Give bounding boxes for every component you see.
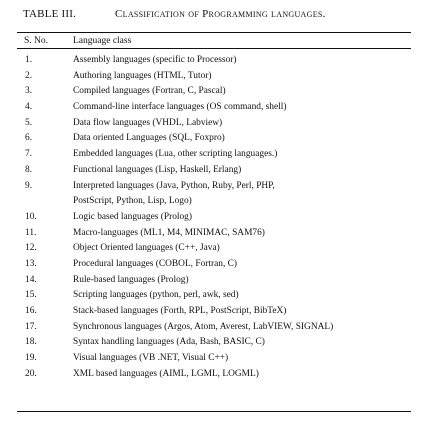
table-row: 7. Embedded languages (Lua, other scripti… xyxy=(0,147,431,163)
row-serial-number: 18. xyxy=(25,337,37,348)
header-serial-number: S. No. xyxy=(23,36,49,46)
row-language-class: Data flow languages (VHDL, Labview) xyxy=(73,117,223,128)
table-row: 18. Syntax handling languages (Ada, Bash,… xyxy=(0,335,431,351)
table-row: 11. Macro-languages (ML1, M4, MINIMAC, SA… xyxy=(0,226,431,242)
row-serial-number: 19. xyxy=(25,353,37,364)
table-row: 16. Stack-based languages (Forth, RPL, Po… xyxy=(0,304,431,320)
table-row: 17. Synchronous languages (Argos, Atom, A… xyxy=(0,320,431,336)
table-row: 12. Object Oriented languages (C++, Java) xyxy=(0,241,431,257)
row-language-class: Interpreted languages (Java, Python, Rub… xyxy=(73,180,275,191)
table-row: 9. Interpreted languages (Java, Python, R… xyxy=(0,179,431,210)
row-serial-number: 12. xyxy=(25,243,37,254)
row-serial-number: 2. xyxy=(25,70,33,81)
row-serial-number: 17. xyxy=(25,321,37,332)
table-row: 10. Logic based languages (Prolog) xyxy=(0,210,431,226)
row-serial-number: 5. xyxy=(25,117,33,128)
row-serial-number: 20. xyxy=(25,368,37,379)
table-row: 3. Compiled languages (Fortran, C, Pascal… xyxy=(0,84,431,100)
row-language-class: Procedural languages (COBOL, Fortran, C) xyxy=(73,258,238,269)
row-language-class: Rule-based languages (Prolog) xyxy=(73,274,189,285)
table-row: 20. XML based languages (AIML, LGML, LOGM… xyxy=(0,367,431,383)
table-row: 4. Command-line interface languages (OS c… xyxy=(0,100,431,116)
row-language-class: Logic based languages (Prolog) xyxy=(73,211,192,222)
table-body: 1. Assembly languages (specific to Proces… xyxy=(0,53,431,382)
row-language-class: Authoring languages (HTML, Tutor) xyxy=(73,70,212,81)
table-row: 15. Scripting languages (python, perl, aw… xyxy=(0,288,431,304)
row-language-class: Visual languages (VB .NET, Visual C++) xyxy=(73,353,229,364)
row-serial-number: 7. xyxy=(25,149,33,160)
table-row: 19. Visual languages (VB .NET, Visual C++… xyxy=(0,351,431,367)
table-row: 5. Data flow languages (VHDL, Labview) xyxy=(0,116,431,132)
row-language-class: Macro-languages (ML1, M4, MINIMAC, SAM76… xyxy=(73,227,265,238)
table-top-rule xyxy=(17,32,411,34)
row-serial-number: 9. xyxy=(25,180,33,191)
table-row: 8. Functional languages (Lisp, Haskell, E… xyxy=(0,163,431,179)
row-serial-number: 16. xyxy=(25,306,37,317)
table-header-row: S. No. Language class xyxy=(0,34,431,48)
header-language-class: Language class xyxy=(73,36,132,46)
row-language-class: Syntax handling languages (Ada, Bash, BA… xyxy=(73,337,265,348)
row-serial-number: 15. xyxy=(25,290,37,301)
table-caption: TABLE III. Classification of Programming … xyxy=(23,8,326,21)
row-language-class: Object Oriented languages (C++, Java) xyxy=(73,243,220,254)
table-bottom-rule xyxy=(17,411,411,413)
row-language-class: Stack-based languages (Forth, RPL, PostS… xyxy=(73,306,287,317)
row-serial-number: 6. xyxy=(25,133,33,144)
row-serial-number: 11. xyxy=(25,227,37,238)
table-title: Classification of Programming languages. xyxy=(115,8,326,20)
row-language-class: Command-line interface languages (OS com… xyxy=(73,102,287,113)
row-language-class: Functional languages (Lisp, Haskell, Erl… xyxy=(73,164,242,175)
row-language-class: Compiled languages (Fortran, C, Pascal) xyxy=(73,86,226,97)
row-serial-number: 13. xyxy=(25,258,37,269)
row-language-class: Synchronous languages (Argos, Atom, Aver… xyxy=(73,321,334,332)
row-serial-number: 3. xyxy=(25,86,33,97)
row-language-class: Scripting languages (python, perl, awk, … xyxy=(73,290,239,301)
row-language-class-continuation: PostScript, Python, Lisp, Logo) xyxy=(73,196,192,207)
table-row: 14. Rule-based languages (Prolog) xyxy=(0,273,431,289)
row-serial-number: 4. xyxy=(25,102,33,113)
table-row: 6. Data oriented Languages (SQL, Foxpro) xyxy=(0,131,431,147)
table-label: TABLE III. xyxy=(23,8,77,20)
row-language-class: Data oriented Languages (SQL, Foxpro) xyxy=(73,133,225,144)
row-language-class: Assembly languages (specific to Processo… xyxy=(73,55,237,65)
row-serial-number: 1. xyxy=(25,55,33,65)
table-row: 13. Procedural languages (COBOL, Fortran,… xyxy=(0,257,431,273)
row-serial-number: 10. xyxy=(25,211,37,222)
row-language-class: Embedded languages (Lua, other scripting… xyxy=(73,149,278,160)
row-language-class: XML based languages (AIML, LGML, LOGML) xyxy=(73,368,259,379)
table-row: 1. Assembly languages (specific to Proces… xyxy=(0,53,431,69)
row-serial-number: 14. xyxy=(25,274,37,285)
row-serial-number: 8. xyxy=(25,164,33,175)
table-header-rule xyxy=(17,48,411,49)
table-row: 2. Authoring languages (HTML, Tutor) xyxy=(0,69,431,85)
